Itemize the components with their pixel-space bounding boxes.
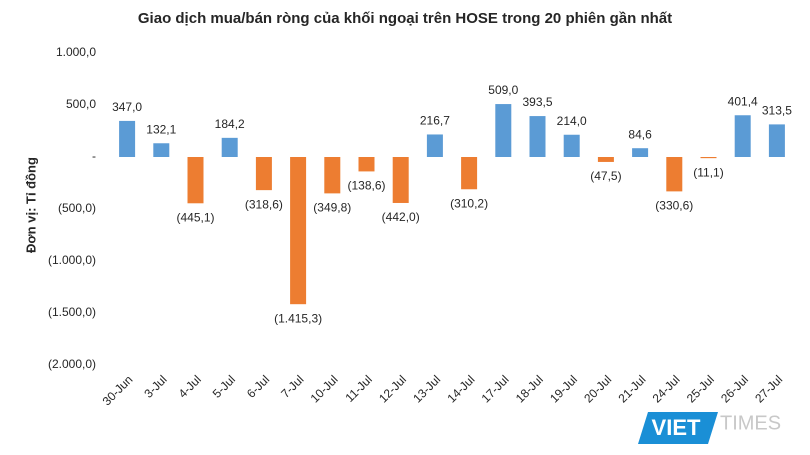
y-tick-label: (500,0): [58, 201, 96, 215]
bar: [255, 157, 272, 191]
data-label: (445,1): [176, 210, 214, 224]
bar: [153, 143, 170, 157]
bar: [358, 157, 375, 172]
data-label: (318,6): [245, 197, 283, 211]
bar: [597, 157, 614, 162]
data-label: 84,6: [628, 127, 652, 141]
watermark-left: VIET: [652, 415, 701, 440]
data-label: 214,0: [557, 114, 587, 128]
y-tick-label: 1.000,0: [56, 45, 96, 59]
data-label: 216,7: [420, 114, 450, 128]
data-label: 184,2: [215, 117, 245, 131]
data-label: 393,5: [522, 95, 552, 109]
data-label: 132,1: [146, 122, 176, 136]
bar: [461, 157, 478, 190]
data-label: (310,2): [450, 196, 488, 210]
data-label: (11,1): [693, 165, 723, 179]
y-tick-label: -: [92, 149, 96, 163]
data-label: 509,0: [488, 83, 518, 97]
data-label: 401,4: [728, 94, 758, 108]
bar: [632, 148, 649, 157]
data-label: 347,0: [112, 100, 142, 114]
data-label: (1.415,3): [274, 311, 322, 325]
y-tick-label: 500,0: [66, 97, 96, 111]
bar: [563, 134, 580, 157]
bar: [119, 120, 136, 157]
data-label: (349,8): [313, 201, 351, 215]
bar: [666, 157, 683, 192]
watermark-badge: [638, 412, 718, 444]
bar: [529, 116, 546, 157]
data-label: (442,0): [382, 210, 420, 224]
y-tick-label: (1.500,0): [48, 305, 96, 319]
chart-title: Giao dịch mua/bán ròng của khối ngoại tr…: [138, 10, 672, 27]
bar: [187, 157, 204, 204]
y-tick-label: (1.000,0): [48, 253, 96, 267]
bar: [392, 157, 409, 203]
bar: [324, 157, 341, 194]
bar: [426, 134, 443, 157]
bar: [221, 137, 238, 157]
data-label: (138,6): [347, 179, 385, 193]
watermark-right: TIMES: [720, 412, 781, 434]
bar: [700, 157, 717, 159]
y-tick-label: (2.000,0): [48, 357, 96, 371]
data-label: 313,5: [762, 104, 792, 118]
bar: [290, 157, 307, 305]
data-label: (47,5): [590, 169, 621, 183]
data-label: (330,6): [655, 199, 693, 213]
bar: [495, 104, 512, 157]
bar: [734, 115, 751, 157]
bar: [768, 124, 785, 157]
y-axis-label: Đơn vị: Tỉ đồng: [23, 157, 38, 253]
